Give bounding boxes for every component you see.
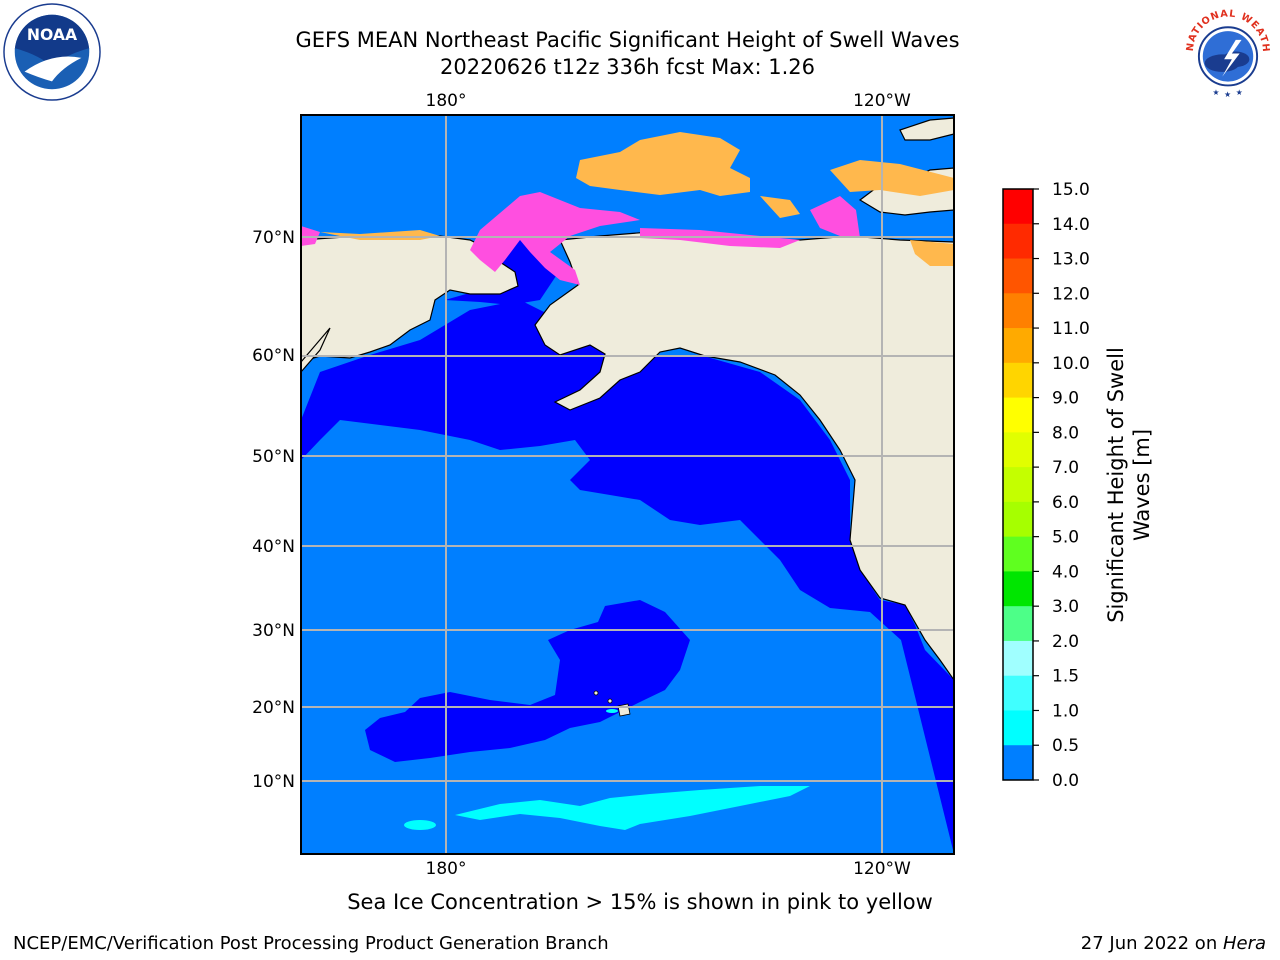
colorbar-tick-label: 14.0 <box>1052 215 1090 235</box>
lon-label-bottom-180: 180° <box>426 859 467 879</box>
sea-ice-pink-beaufort <box>810 196 860 238</box>
colorbar-segment <box>1003 258 1033 294</box>
lon-label-top-180: 180° <box>426 91 467 111</box>
hawaii-island-2 <box>607 698 613 704</box>
lat-label-40n: 40°N <box>252 537 295 557</box>
colorbar-segment <box>1003 675 1033 711</box>
swell-region-north <box>301 300 954 854</box>
footer-host: Hera <box>1222 933 1266 954</box>
colorbar-tick-label: 0.0 <box>1052 771 1079 791</box>
map-gridlines <box>301 115 954 854</box>
colorbar-tick-label: 1.5 <box>1052 667 1079 687</box>
nws-logo: NATIONAL WEATHER SERVICE ★ ★ ★ <box>1178 3 1275 99</box>
colorbar-tick-label: 8.0 <box>1052 423 1079 443</box>
colorbar-tick-label: 7.0 <box>1052 458 1079 478</box>
colorbar-segment <box>1003 223 1033 260</box>
colorbar-label-line1: Significant Height of Swell <box>1104 347 1128 623</box>
colorbar-tick-label: 1.0 <box>1052 701 1079 721</box>
land-alaska <box>534 231 954 682</box>
svg-text:★: ★ <box>1236 88 1243 97</box>
colorbar-segment <box>1003 293 1033 329</box>
colorbar-segment <box>1003 536 1033 572</box>
lat-label-20n: 20°N <box>252 698 295 718</box>
colorbar-segment <box>1003 501 1033 538</box>
colorbar-tick-label: 13.0 <box>1052 250 1090 270</box>
swell-patch-hawaii <box>606 709 618 713</box>
colorbar-tick-label: 5.0 <box>1052 528 1079 548</box>
colorbar-tick-label: 0.5 <box>1052 736 1079 756</box>
colorbar-segment <box>1003 397 1033 433</box>
map-panel <box>301 115 954 854</box>
svg-text:★: ★ <box>1224 90 1231 99</box>
colorbar-tick-label: 11.0 <box>1052 319 1090 339</box>
sea-ice-orange-beaufort <box>830 160 954 196</box>
sea-ice-orange-east-coast <box>910 240 954 266</box>
colorbar-tick-label: 10.0 <box>1052 354 1090 374</box>
colorbar-segment <box>1003 745 1033 781</box>
colorbar-segment <box>1003 328 1033 364</box>
lon-label-top-120w: 120°W <box>853 91 911 111</box>
lat-label-50n: 50°N <box>252 447 295 467</box>
footer-date: 27 Jun 2022 on Hera <box>1081 933 1266 954</box>
colorbar-segment <box>1003 362 1033 399</box>
lat-label-70n: 70°N <box>252 228 295 248</box>
lat-label-30n: 30°N <box>252 621 295 641</box>
map-frame <box>300 114 955 855</box>
colorbar-tick-label: 15.0 <box>1052 180 1090 200</box>
svg-text:★: ★ <box>1212 88 1219 97</box>
colorbar-segment <box>1003 640 1033 677</box>
colorbar-tick-label: 4.0 <box>1052 562 1079 582</box>
noaa-logo-text: NOAA <box>27 25 78 44</box>
noaa-logo: NOAA <box>3 3 101 101</box>
colorbar-segment <box>1003 606 1033 642</box>
hawaii-island-1 <box>593 690 599 696</box>
hawaii-island-big <box>617 703 631 717</box>
colorbar-ticks: 15.0 14.0 13.0 12.0 11.0 10.0 9.0 8.0 7.0 6.0 5.0 4… <box>1033 180 1090 791</box>
colorbar-tick-label: 9.0 <box>1052 389 1079 409</box>
footer-date-text: 27 Jun 2022 on <box>1080 933 1223 954</box>
colorbar-segment <box>1003 189 1033 225</box>
chart-subtitle: 20220626 t12z 336h fcst Max: 1.26 <box>440 55 815 79</box>
swell-region-cyan <box>455 786 810 830</box>
colorbar-segment <box>1003 467 1033 503</box>
colorbar-segment <box>1003 571 1033 607</box>
colorbar-tick-label: 6.0 <box>1052 493 1079 513</box>
colorbar-segment <box>1003 710 1033 746</box>
lon-label-bottom-120w: 120°W <box>853 859 911 879</box>
lat-label-60n: 60°N <box>252 346 295 366</box>
sea-ice-orange-north <box>576 132 750 196</box>
land-kamchatka <box>301 327 331 373</box>
colorbar-tick-label: 3.0 <box>1052 597 1079 617</box>
colorbar-tick-label: 2.0 <box>1052 632 1079 652</box>
colorbar-label-line2: Waves [m] <box>1130 429 1154 541</box>
sea-ice-orange-east <box>760 196 800 218</box>
colorbar-frame <box>1002 188 1034 781</box>
sea-ice-pink-chukchi <box>470 192 640 285</box>
footer-branch: NCEP/EMC/Verification Post Processing Pr… <box>13 933 609 954</box>
swell-patch-cyan-west <box>404 820 436 830</box>
colorbar-tick-label: 12.0 <box>1052 284 1090 304</box>
chart-title: GEFS MEAN Northeast Pacific Significant … <box>295 28 960 52</box>
sea-ice-caption: Sea Ice Concentration > 15% is shown in … <box>347 890 933 914</box>
colorbar <box>1003 189 1033 781</box>
lat-label-10n: 10°N <box>252 772 295 792</box>
colorbar-segment <box>1003 432 1033 468</box>
